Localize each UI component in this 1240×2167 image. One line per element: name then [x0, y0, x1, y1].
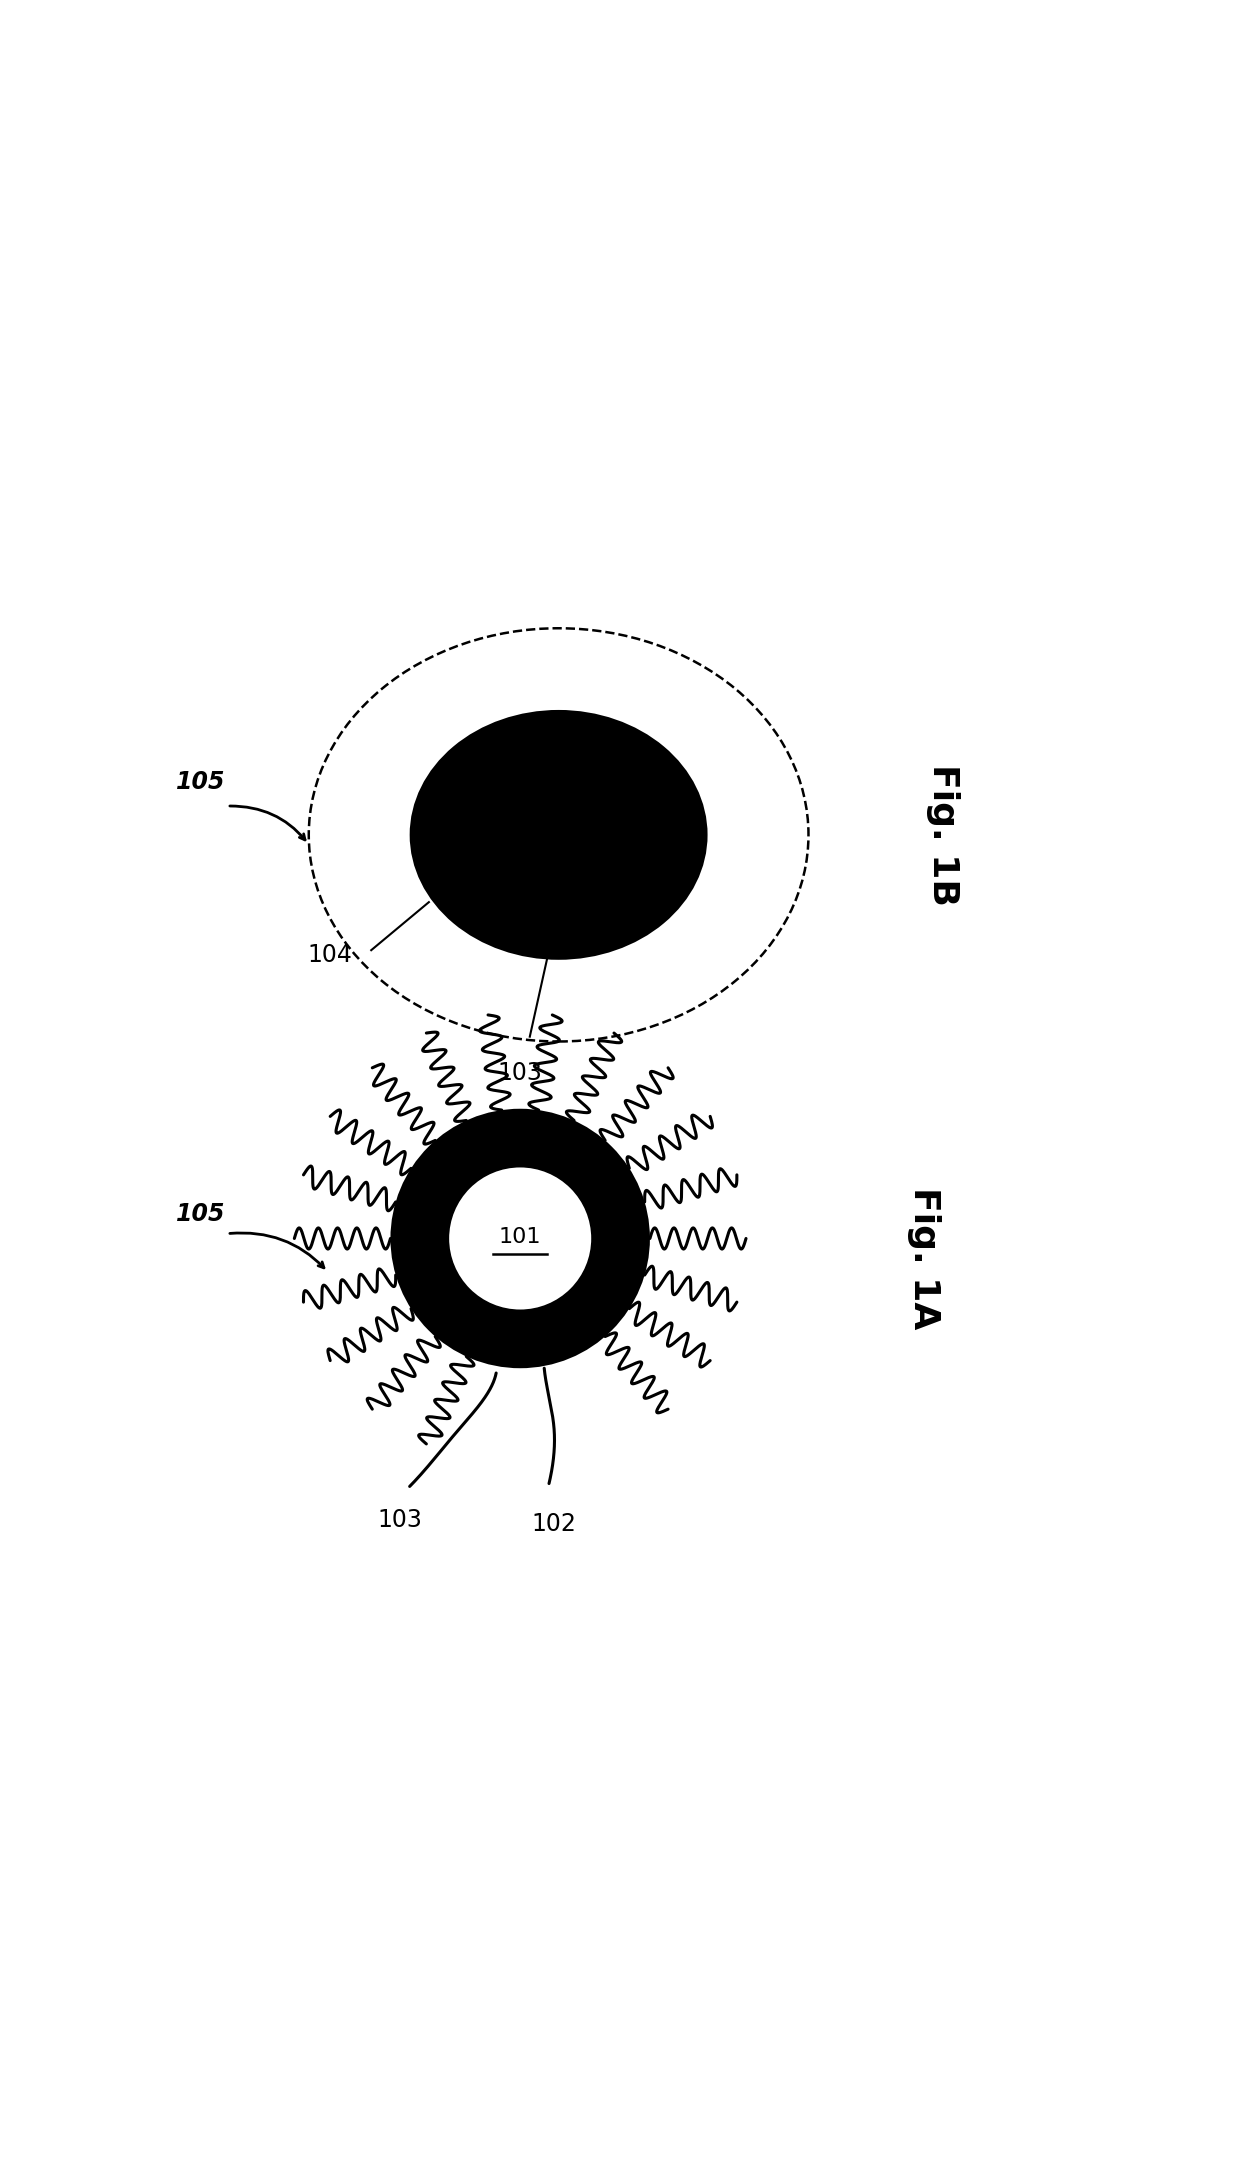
- Text: 104: 104: [308, 943, 352, 966]
- Text: 103: 103: [378, 1508, 423, 1532]
- Text: 103: 103: [497, 1060, 543, 1086]
- Circle shape: [391, 1110, 650, 1367]
- Text: Fig. 1B: Fig. 1B: [926, 765, 960, 906]
- Text: 102: 102: [532, 1513, 577, 1536]
- Text: 105: 105: [176, 769, 226, 793]
- Circle shape: [448, 1166, 593, 1311]
- Text: 101: 101: [498, 1227, 542, 1246]
- Text: 105: 105: [176, 1203, 226, 1227]
- Text: Fig. 1A: Fig. 1A: [906, 1188, 941, 1328]
- Ellipse shape: [409, 711, 708, 960]
